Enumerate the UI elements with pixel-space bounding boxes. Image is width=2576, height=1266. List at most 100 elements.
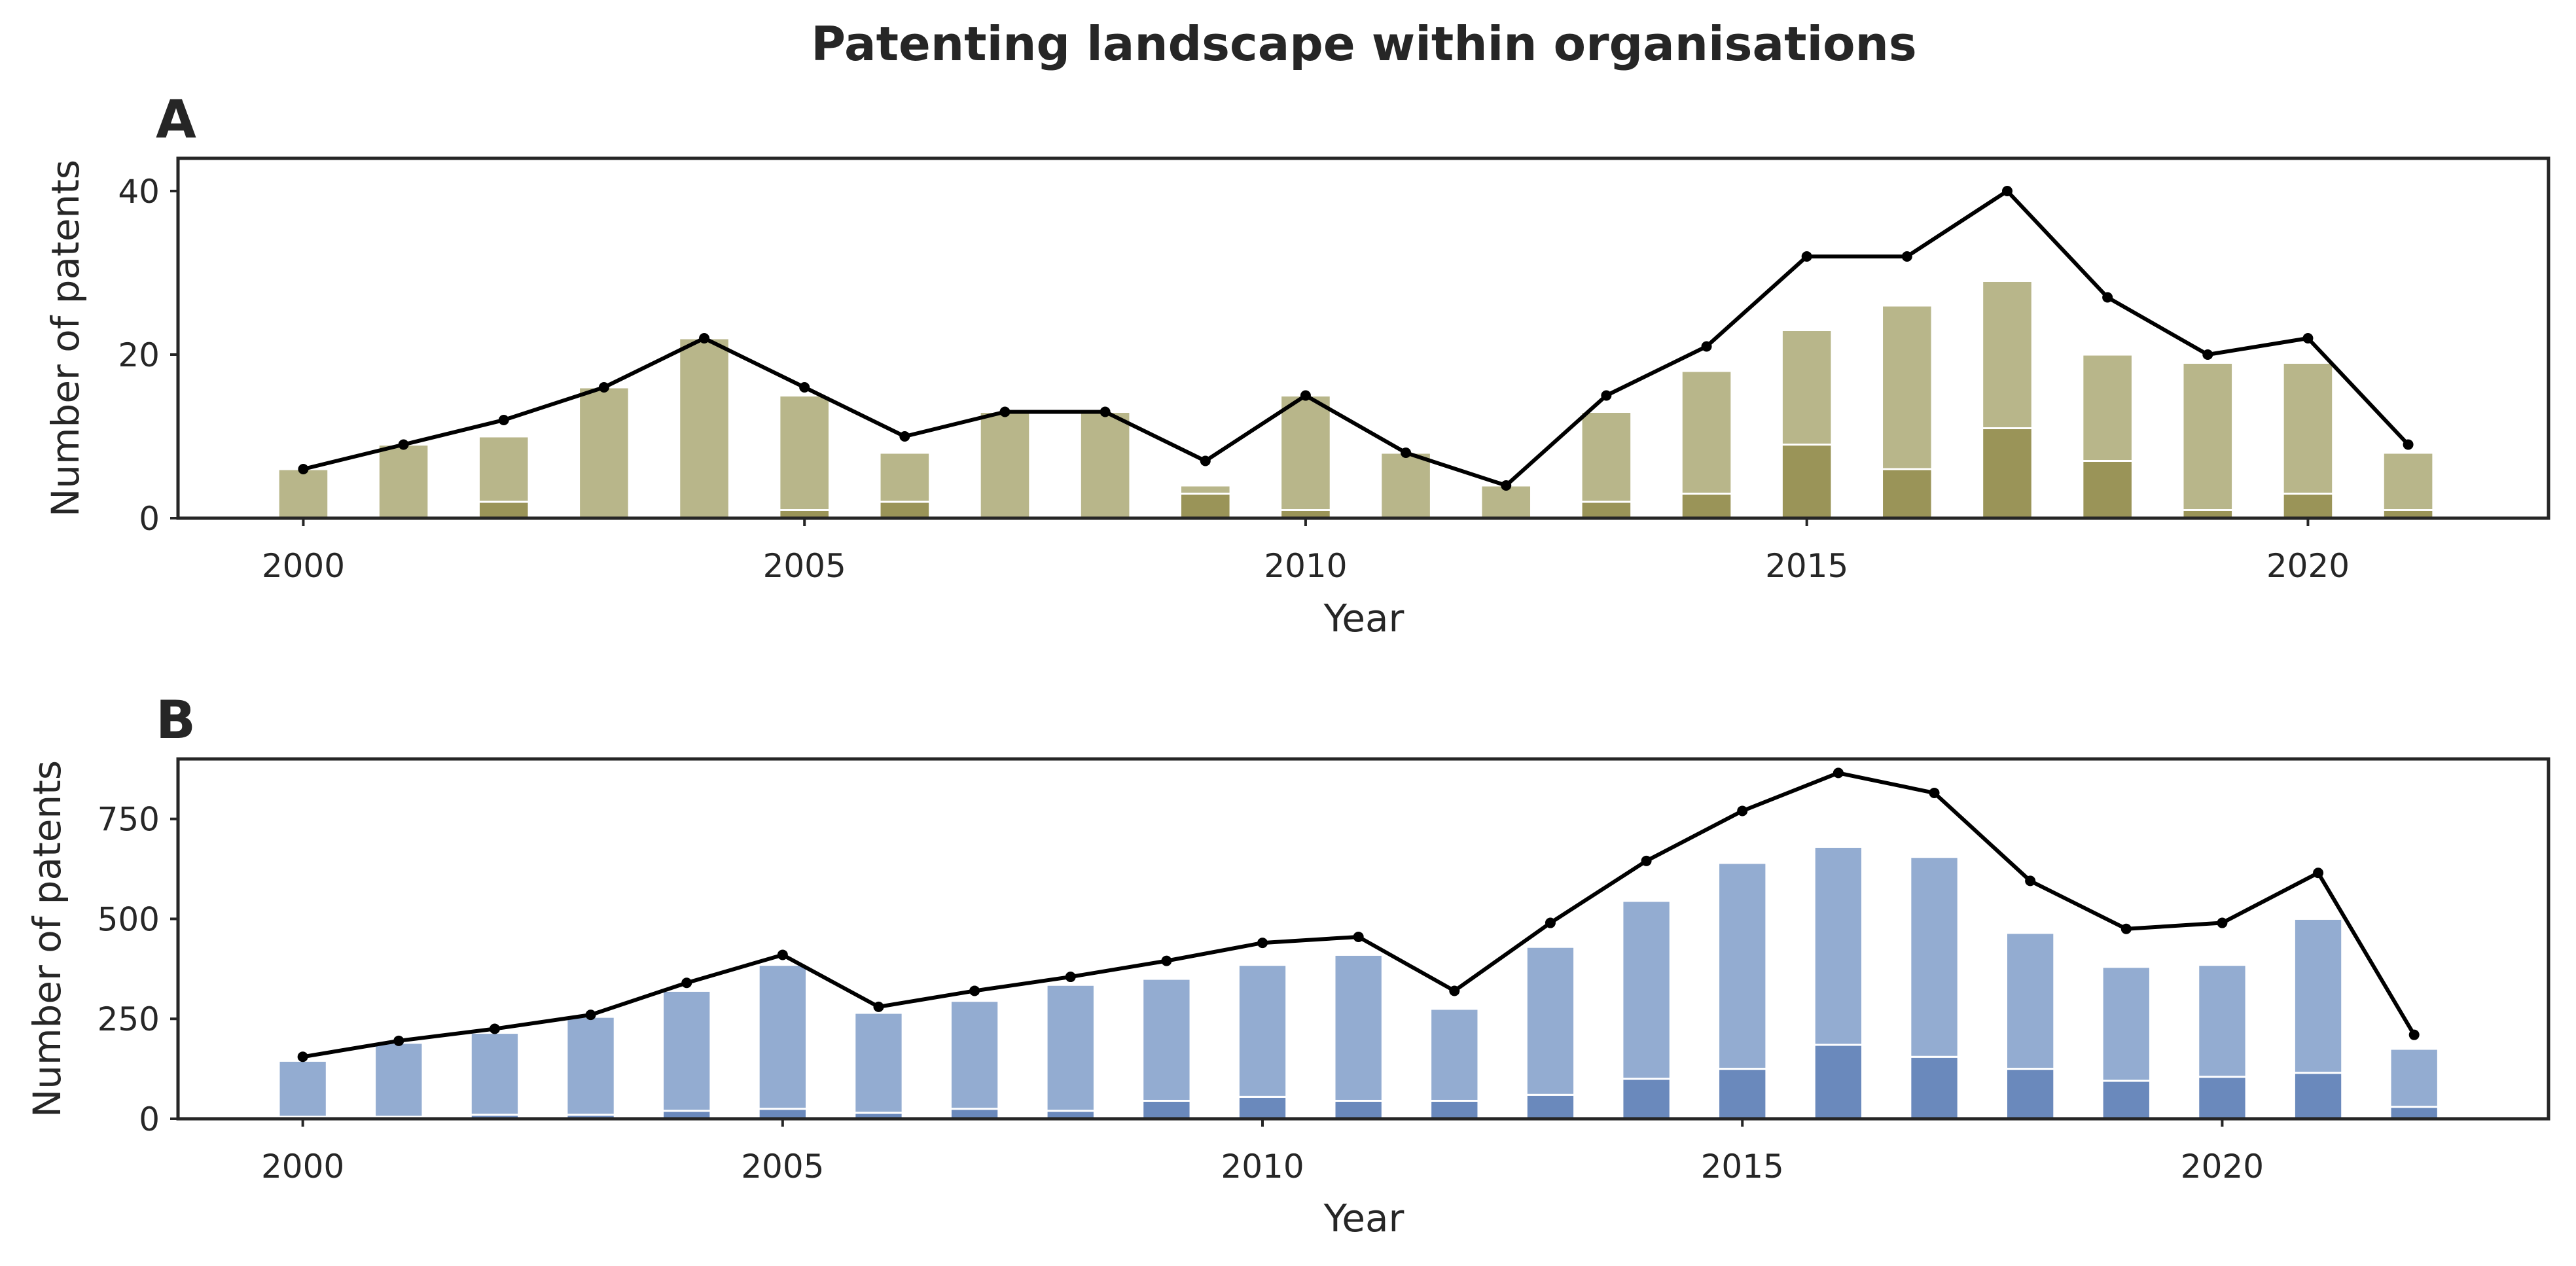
panel-b-bar-top-2001 xyxy=(375,1043,423,1117)
panel-b-x-tick-label-2005: 2005 xyxy=(741,1148,824,1186)
panel-b-bar-top-2022 xyxy=(2390,1049,2438,1107)
panel-b-total-point-2007 xyxy=(969,985,980,996)
panel-a-bar-top-2019 xyxy=(2183,363,2233,510)
panel-b-total-point-2014 xyxy=(1641,856,1652,866)
panel-b-total-point-2003 xyxy=(586,1010,596,1020)
panel-a-bar-bottom-2015 xyxy=(1781,445,1832,519)
panel-b-bar-top-2013 xyxy=(1526,947,1574,1095)
panel-a-total-point-2002 xyxy=(499,415,509,425)
panel-b-x-tick-label-2010: 2010 xyxy=(1221,1148,1304,1186)
panel-b-total-point-2002 xyxy=(490,1024,500,1034)
panel-b-bar-top-2008 xyxy=(1046,985,1094,1111)
panel-b-bar-top-2005 xyxy=(759,965,806,1109)
panel-a-x-tick-label-2015: 2015 xyxy=(1765,547,1848,585)
panel-b-label: B xyxy=(156,690,196,750)
panel-b-x-tick-label-2015: 2015 xyxy=(1701,1148,1784,1186)
panel-a-x-axis-label: Year xyxy=(1323,596,1404,641)
panel-a-bar-top-2007 xyxy=(980,412,1030,519)
panel-b-bar-bottom-2010 xyxy=(1238,1097,1286,1119)
panel-a-total-point-2010 xyxy=(1300,391,1311,401)
panel-b-total-point-2001 xyxy=(393,1036,404,1046)
panel-a-bar-top-2021 xyxy=(2383,453,2433,510)
panel-a-label: A xyxy=(156,89,196,150)
panel-a-bar-bottom-2017 xyxy=(1982,429,2033,519)
panel-b-bar-top-2006 xyxy=(855,1013,903,1113)
panel-b-bar-bottom-2019 xyxy=(2102,1081,2150,1119)
panel-a-bar-bottom-2016 xyxy=(1882,469,1933,518)
panel-b-total-point-2006 xyxy=(873,1002,884,1012)
panel-b-total-point-2017 xyxy=(1929,788,1940,798)
panel-a-bar-top-2000 xyxy=(278,469,329,518)
panel-a-total-point-2007 xyxy=(999,407,1010,417)
panel-a-bar-bottom-2006 xyxy=(880,502,930,518)
panel-a-bar-bottom-2020 xyxy=(2283,494,2333,519)
panel-b-bar-top-2021 xyxy=(2294,919,2342,1072)
panel-b-y-tick-label-500: 500 xyxy=(98,900,160,938)
panel-b-y-tick-label-0: 0 xyxy=(139,1100,160,1138)
panel-a-bar-bottom-2014 xyxy=(1681,494,1732,519)
panel-a-bar-top-2013 xyxy=(1581,412,1632,502)
panel-b-bar-top-2011 xyxy=(1334,955,1382,1100)
panel-a-bar-top-2005 xyxy=(779,396,830,510)
panel-b-bar-top-2019 xyxy=(2102,967,2150,1081)
panel-b-total-point-2000 xyxy=(298,1051,308,1062)
panel-b-total-point-2011 xyxy=(1353,932,1364,942)
panel-a-x-tick-label-2005: 2005 xyxy=(763,547,846,585)
panel-a-bar-top-2018 xyxy=(2083,355,2133,461)
panel-b-x-axis-label: Year xyxy=(1323,1196,1404,1240)
panel-a-total-point-2017 xyxy=(2002,186,2012,196)
panel-b-bar-bottom-2022 xyxy=(2390,1107,2438,1119)
panel-b-total-point-2018 xyxy=(2025,875,2035,886)
panel-b-total-point-2015 xyxy=(1737,805,1747,816)
panel-a-total-point-2008 xyxy=(1100,407,1111,417)
panel-a-x-tick-label-2020: 2020 xyxy=(2266,547,2350,585)
panel-a-total-point-2020 xyxy=(2302,333,2313,343)
panel-b-y-tick-label-250: 250 xyxy=(98,1000,160,1038)
panel-b-bar-bottom-2014 xyxy=(1622,1079,1670,1119)
panel-b: B 200020052010201520200250500750 Year Nu… xyxy=(25,690,2549,1240)
panel-a-bar-top-2008 xyxy=(1080,412,1130,519)
panel-b-bar-bottom-2021 xyxy=(2294,1073,2342,1119)
panel-b-bar-bottom-2015 xyxy=(1719,1069,1766,1119)
panel-b-bar-top-2004 xyxy=(663,991,711,1110)
panel-b-bar-top-2000 xyxy=(279,1061,327,1117)
panel-b-bar-bottom-2009 xyxy=(1143,1101,1190,1119)
panel-a-total-point-2003 xyxy=(599,382,609,393)
panel-b-total-point-2009 xyxy=(1161,956,1172,966)
panel-a-bar-top-2017 xyxy=(1982,281,2033,429)
panel-a-total-point-2011 xyxy=(1401,448,1411,458)
panel-a-bar-top-2006 xyxy=(880,453,930,502)
panel-a-total-point-2012 xyxy=(1501,480,1511,491)
panel-b-bar-bottom-2018 xyxy=(2006,1069,2054,1119)
panel-b-total-point-2008 xyxy=(1065,972,1076,982)
panel-a-total-point-2000 xyxy=(298,464,308,474)
panel-a-bar-top-2015 xyxy=(1781,330,1832,445)
panel-a-bar-top-2004 xyxy=(679,338,730,518)
panel-b-bar-top-2020 xyxy=(2198,965,2246,1077)
panel-a-plot-area: 2000200520102015202002040 xyxy=(118,173,2433,585)
panel-b-total-point-2004 xyxy=(681,977,692,988)
panel-a-y-tick-label-20: 20 xyxy=(118,336,160,374)
panel-b-total-point-2022 xyxy=(2409,1030,2420,1040)
panel-a-bar-top-2009 xyxy=(1181,485,1231,494)
panel-a-bar-top-2002 xyxy=(478,436,529,502)
panel-b-bar-bottom-2013 xyxy=(1526,1095,1574,1119)
panel-a: A 2000200520102015202002040 Year Number … xyxy=(43,89,2549,641)
panel-a-total-point-2006 xyxy=(899,431,910,442)
panel-a-x-tick-label-2010: 2010 xyxy=(1264,547,1347,585)
panel-b-x-tick-label-2000: 2000 xyxy=(261,1148,344,1186)
panel-b-total-point-2020 xyxy=(2217,918,2227,928)
panel-b-bar-bottom-2017 xyxy=(1910,1057,1958,1119)
panel-a-total-point-2005 xyxy=(799,382,810,393)
panel-b-bar-top-2016 xyxy=(1814,847,1862,1045)
panel-b-bar-top-2015 xyxy=(1719,863,1766,1069)
panel-a-bar-top-2020 xyxy=(2283,363,2333,494)
panel-a-bar-top-2010 xyxy=(1281,396,1331,510)
panel-b-y-axis-label: Number of patents xyxy=(25,760,69,1117)
panel-a-bar-bottom-2002 xyxy=(478,502,529,518)
panel-b-total-point-2012 xyxy=(1449,985,1459,996)
figure-title: Patenting landscape within organisations xyxy=(811,16,1917,71)
panel-b-y-tick-label-750: 750 xyxy=(98,801,160,839)
panel-a-total-point-2018 xyxy=(2102,292,2113,303)
